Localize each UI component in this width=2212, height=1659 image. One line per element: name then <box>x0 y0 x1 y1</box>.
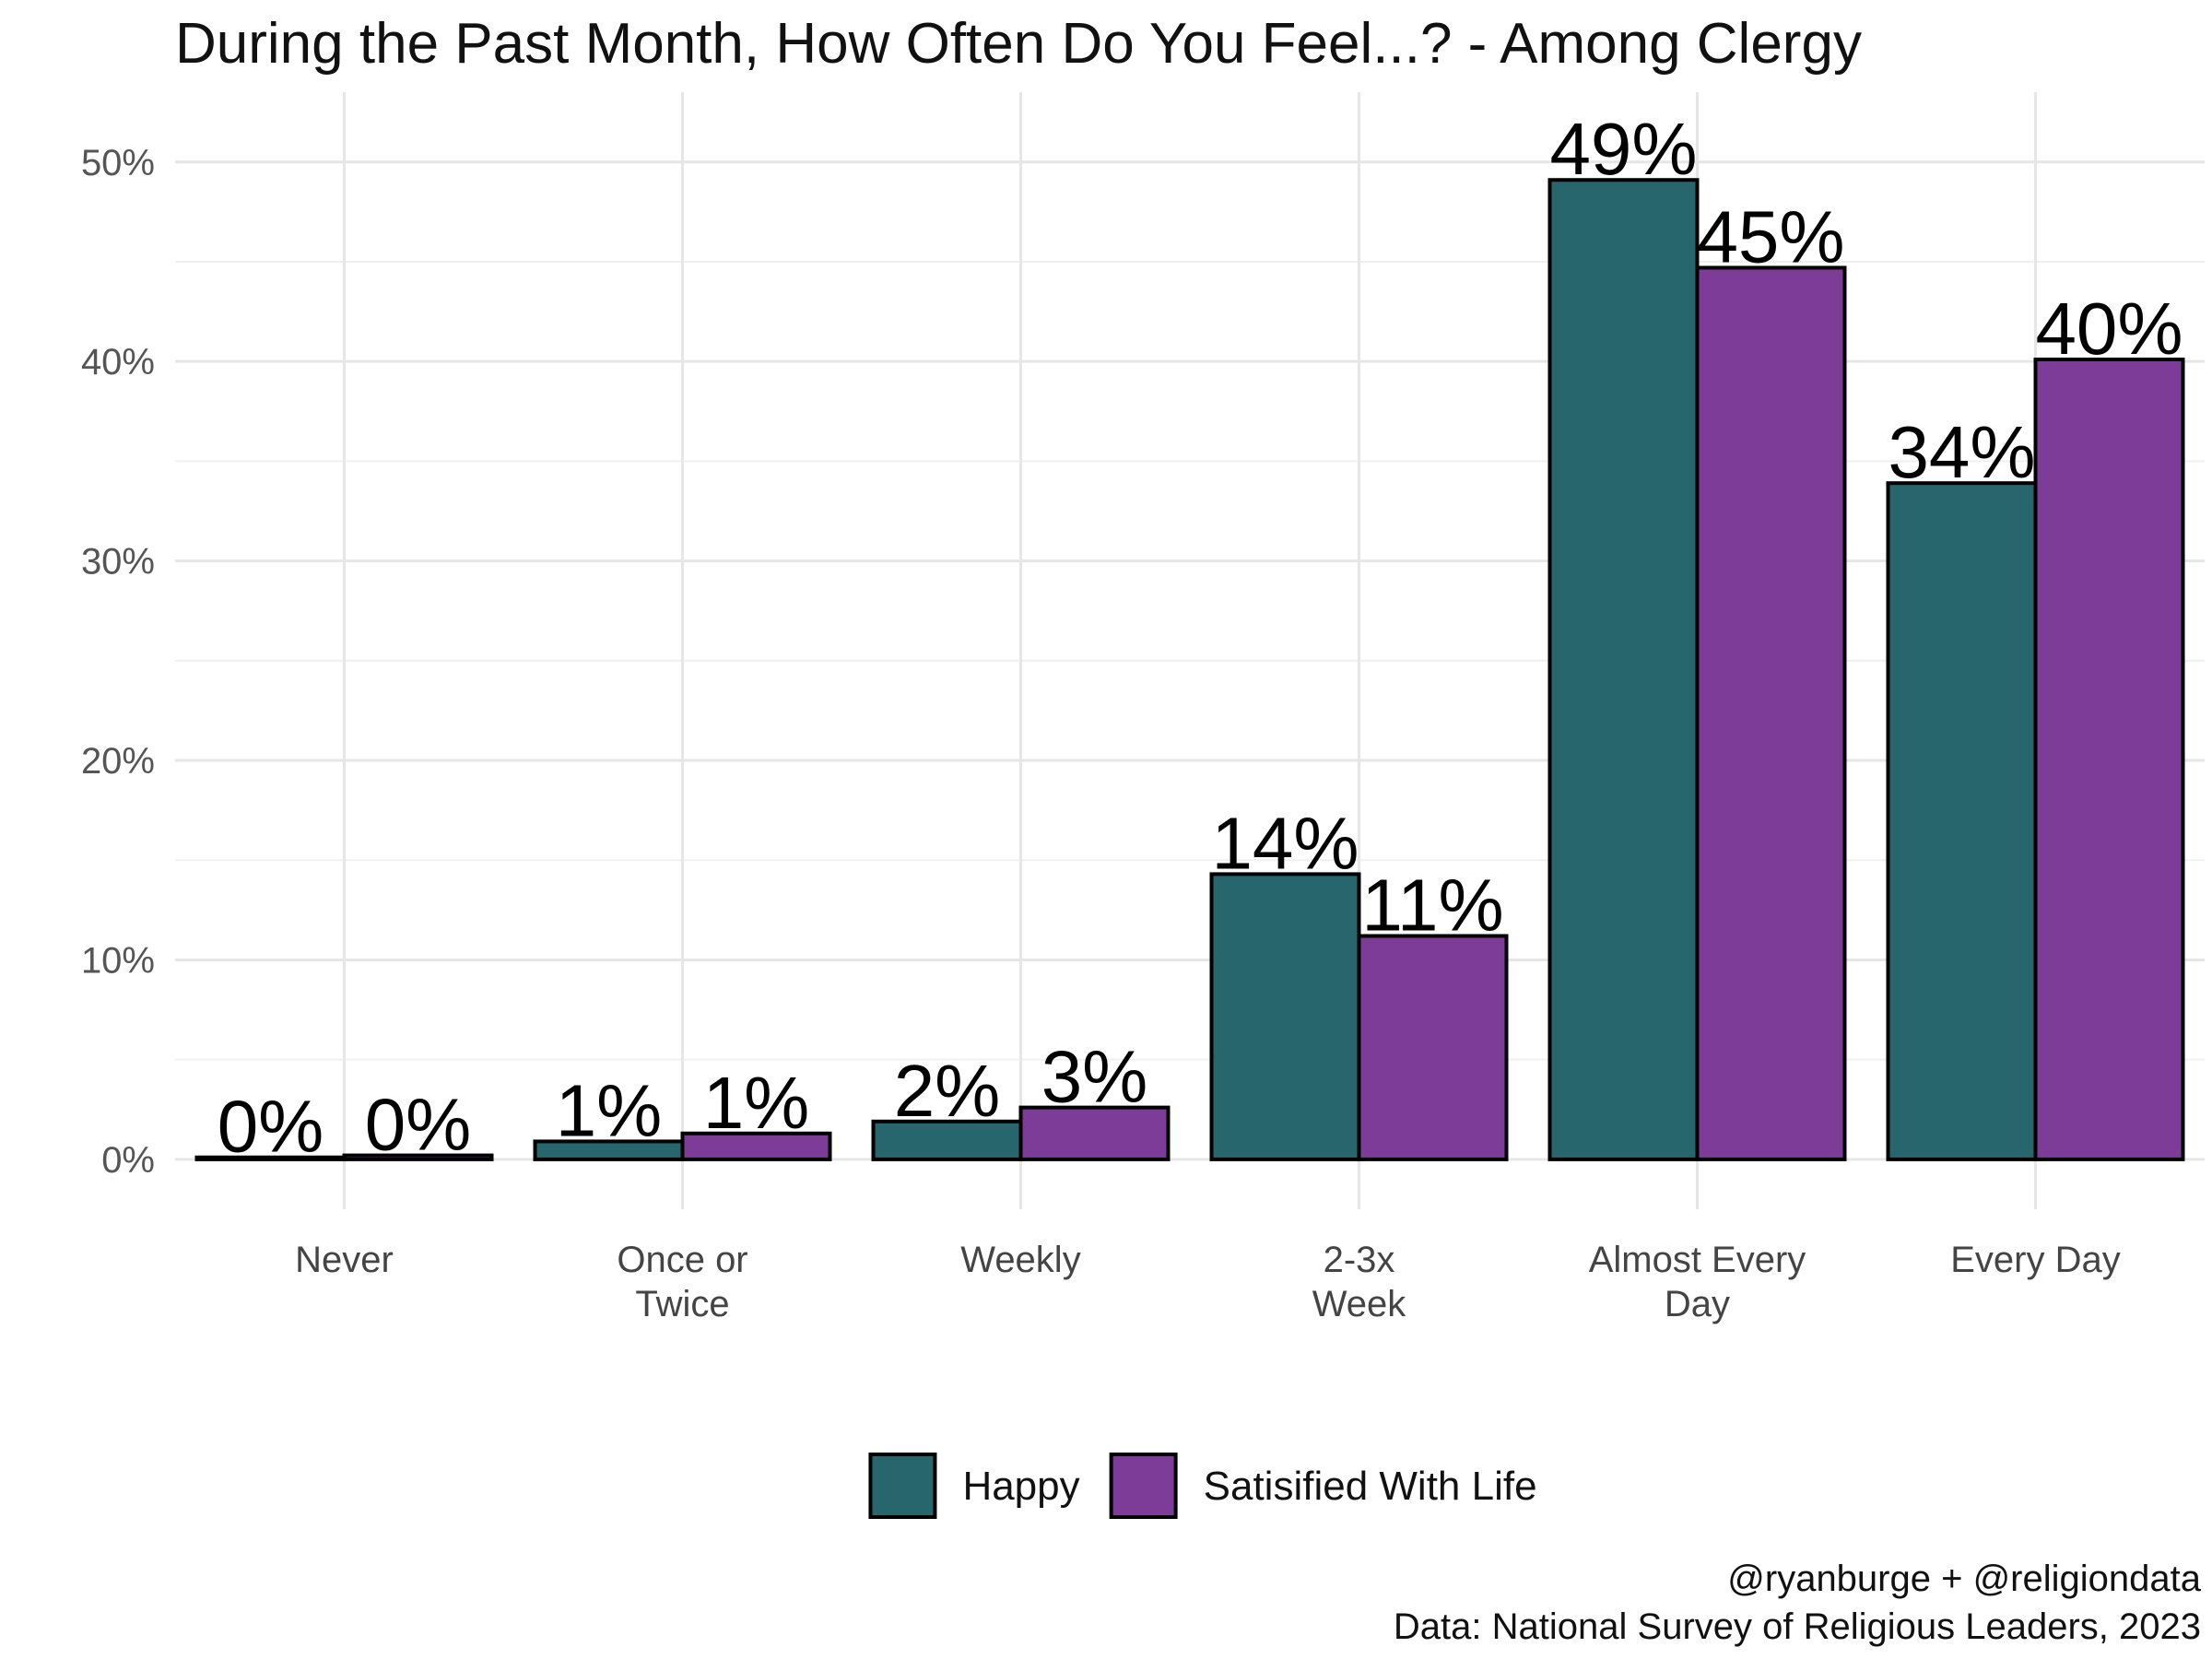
bar-value-label: 3% <box>1041 1036 1148 1118</box>
y-tick-label: 20% <box>81 741 155 782</box>
y-tick-label: 0% <box>101 1140 155 1181</box>
x-axis: Never Once or Twice Weekly 2-3x Week Almost Ev… <box>295 1240 2121 1324</box>
caption-source: Data: National Survey of Religious Leade… <box>1394 1606 2201 1647</box>
bar-satisified-with-life <box>342 1153 494 1161</box>
bar-value-label: 49% <box>1549 108 1697 190</box>
bar-value-label: 11% <box>1361 864 1503 946</box>
legend: Happy Satisified With Life <box>868 1453 1537 1519</box>
bar-value-label: 1% <box>556 1069 663 1151</box>
chart-title: During the Past Month, How Often Do You … <box>175 12 1862 76</box>
bar-value-label: 14% <box>1211 802 1359 884</box>
x-tick-label: 2-3x Week <box>1312 1240 1407 1324</box>
x-tick-label: Weekly <box>960 1240 1080 1280</box>
y-tick-label: 40% <box>81 342 155 382</box>
bar-satisified-with-life <box>1357 934 1509 1161</box>
bar-happy <box>1209 872 1361 1161</box>
bar-satisified-with-life <box>1695 265 1847 1161</box>
bar-value-label: 45% <box>1697 195 1844 277</box>
legend-swatch <box>868 1453 937 1519</box>
x-tick-label: Once or Twice <box>617 1240 747 1324</box>
bar-happy <box>1886 481 2038 1161</box>
bar-value-label: 1% <box>703 1062 810 1144</box>
bar-value-label: 2% <box>894 1050 1001 1132</box>
bar-labels: 0% 1% 2% 14% 49% 34% 0% 1% 3% 11% 45% 40% <box>218 108 2183 1168</box>
bar-satisified-with-life <box>2033 358 2185 1161</box>
legend-label: Satisified With Life <box>1204 1464 1537 1509</box>
legend-label: Happy <box>962 1464 1079 1509</box>
y-axis: 0% 10% 20% 30% 40% 50% <box>81 143 155 1181</box>
bar-satisified-with-life <box>1018 1105 1171 1161</box>
bar-value-label: 0% <box>218 1086 324 1168</box>
bar-happy <box>1547 178 1700 1161</box>
bars <box>194 178 2185 1161</box>
y-tick-label: 50% <box>81 143 155 183</box>
y-tick-label: 10% <box>81 940 155 981</box>
bar-value-label: 34% <box>1888 411 2035 493</box>
legend-swatch <box>1109 1453 1178 1519</box>
bar-satisified-with-life <box>680 1131 832 1161</box>
x-tick-label: Never <box>295 1240 394 1280</box>
y-tick-label: 30% <box>81 542 155 582</box>
bar-value-label: 40% <box>2035 288 2183 370</box>
bar-value-label: 0% <box>365 1084 472 1166</box>
x-tick-label: Almost Every Day <box>1589 1240 1806 1324</box>
caption-credit: @ryanburge + @religiondata <box>1727 1559 2201 1599</box>
x-tick-label: Every Day <box>1950 1240 2121 1280</box>
